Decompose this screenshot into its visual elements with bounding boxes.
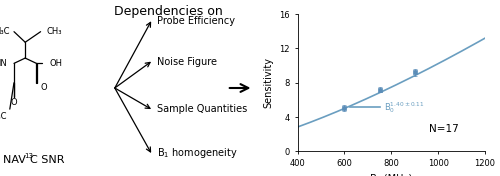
Text: OH: OH [49, 59, 62, 68]
Text: HN: HN [0, 59, 7, 68]
Text: H₃C: H₃C [0, 112, 7, 121]
Text: Probe Efficiency: Probe Efficiency [157, 16, 235, 26]
Text: N=17: N=17 [429, 124, 458, 134]
Text: O: O [10, 98, 18, 107]
Text: CH₃: CH₃ [46, 27, 62, 36]
Text: Dependencies on: Dependencies on [114, 5, 222, 18]
Text: O: O [40, 83, 47, 93]
Text: C SNR: C SNR [30, 155, 64, 165]
Text: Sample Quantities: Sample Quantities [157, 104, 247, 114]
Text: B$_1$ homogeneity: B$_1$ homogeneity [157, 146, 238, 160]
Text: B$_0^{1.40\pm0.11}$: B$_0^{1.40\pm0.11}$ [384, 100, 424, 115]
Y-axis label: Sensitivity: Sensitivity [264, 57, 274, 108]
Text: 13: 13 [24, 153, 33, 159]
Text: H₃C: H₃C [0, 27, 10, 36]
Text: Noise Figure: Noise Figure [157, 57, 217, 67]
X-axis label: B₀ (MHz): B₀ (MHz) [370, 174, 412, 176]
Text: NAV: NAV [3, 155, 29, 165]
